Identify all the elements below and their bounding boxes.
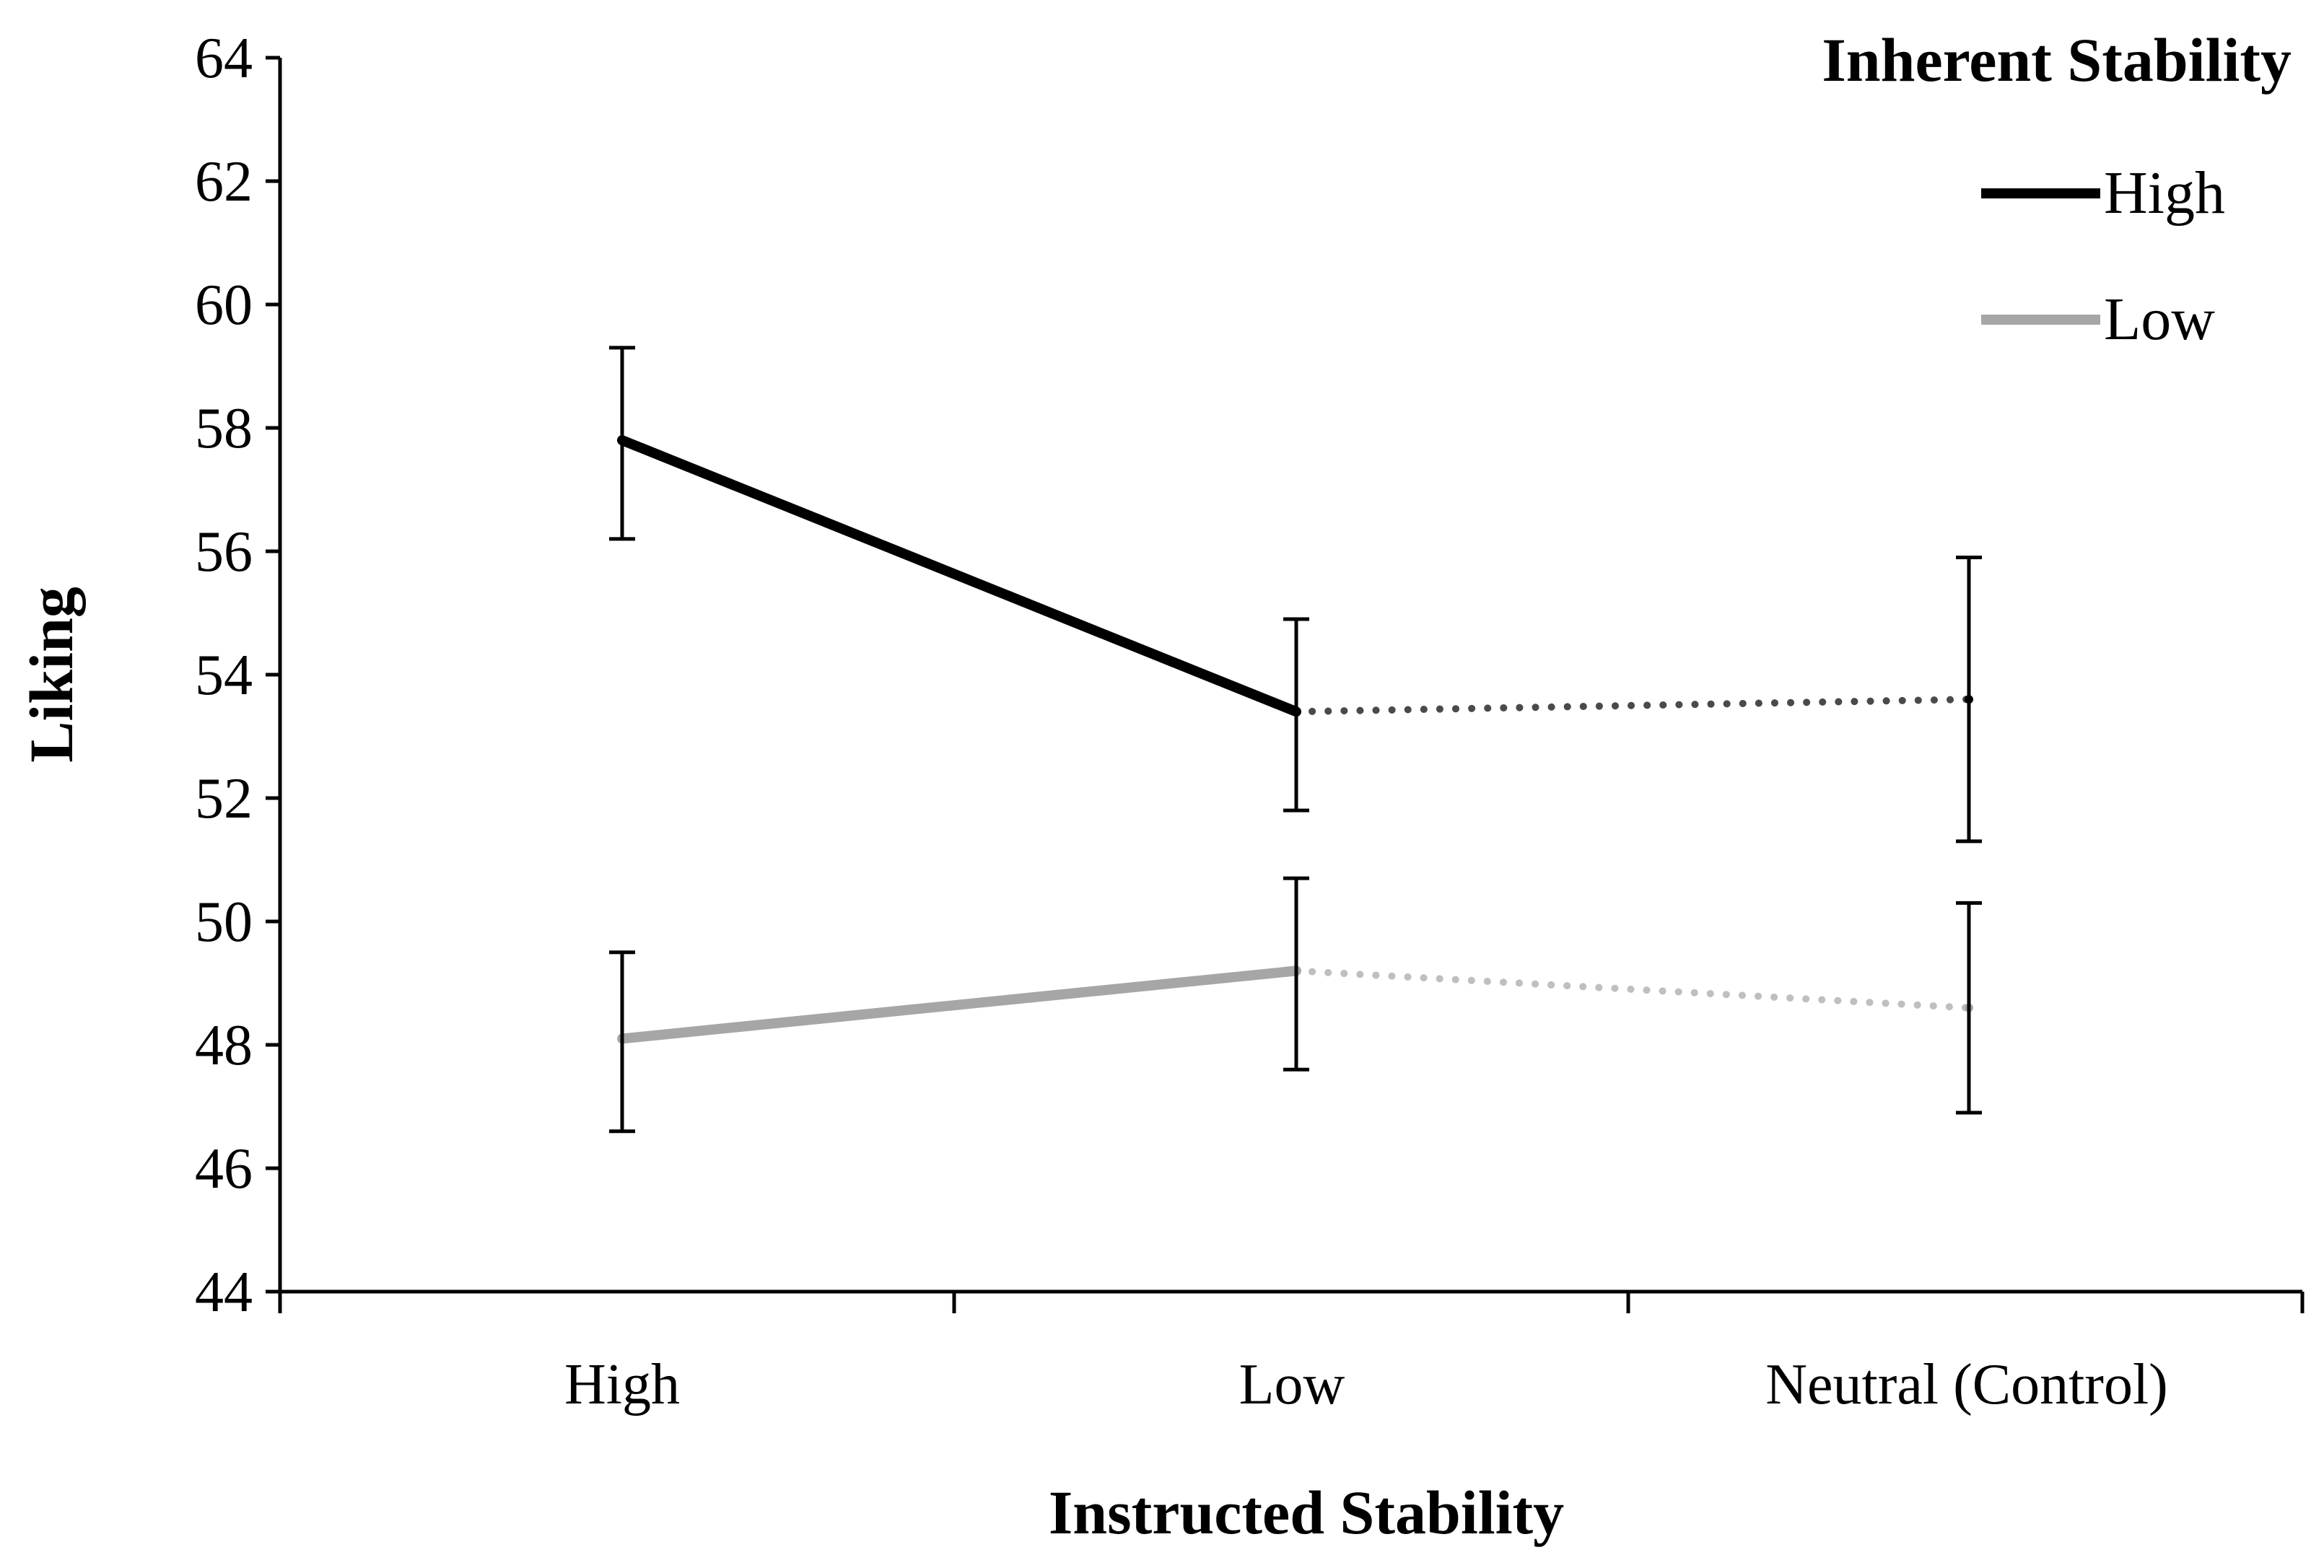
y-axis: 44 46 48 50 52 54 56 58 60 62 64 — [195, 27, 282, 1324]
y-tick-label: 46 — [195, 1137, 253, 1201]
y-tick-label: 56 — [195, 520, 253, 584]
series-line-low-dotted — [1293, 967, 1973, 1012]
y-tick-label: 60 — [195, 273, 253, 337]
x-tick-label: High — [564, 1353, 680, 1416]
y-tick-label: 62 — [195, 150, 253, 214]
y-tick-label: 44 — [195, 1261, 253, 1324]
series-line-low-solid — [617, 965, 1301, 1044]
y-tick-label: 50 — [195, 890, 253, 954]
errorbar-layer — [609, 346, 1982, 1134]
legend-label-low: Low — [2104, 286, 2215, 353]
y-tick-label: 58 — [195, 397, 253, 460]
legend-title: Inherent Stability — [1822, 25, 2292, 95]
series-layer — [617, 435, 1973, 1044]
x-tick-label: Low — [1239, 1353, 1345, 1416]
series-line-high-solid — [617, 435, 1301, 717]
y-axis-title: Liking — [17, 587, 86, 763]
legend-label-high: High — [2104, 159, 2225, 227]
x-axis: High Low Neutral (Control) — [278, 1289, 2305, 1416]
y-tick-label: 64 — [195, 27, 253, 90]
y-tick-label: 54 — [195, 644, 253, 707]
legend: Inherent Stability High Low — [1822, 25, 2292, 353]
x-axis-title: Instructed Stability — [1049, 1478, 1564, 1547]
x-tick-label: Neutral (Control) — [1765, 1353, 2168, 1416]
y-tick-label: 48 — [195, 1014, 253, 1077]
y-tick-label: 52 — [195, 767, 253, 831]
series-line-high-dotted — [1293, 696, 1973, 716]
